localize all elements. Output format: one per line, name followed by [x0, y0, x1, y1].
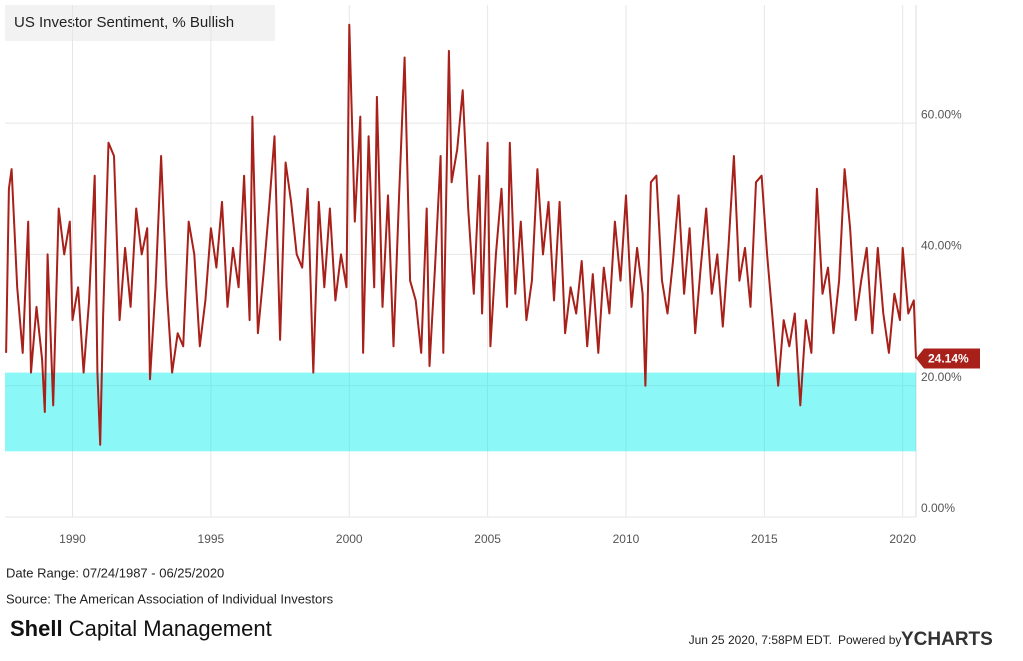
- brand: Shell Capital Management: [10, 616, 272, 641]
- x-tick-label: 2010: [613, 532, 640, 546]
- x-tick-label: 2015: [751, 532, 778, 546]
- chart-title: US Investor Sentiment, % Bullish: [14, 14, 234, 31]
- y-tick-label: 0.00%: [921, 501, 955, 515]
- provider-logo[interactable]: YCHARTS: [901, 629, 993, 650]
- brand-rest: Capital Management: [69, 616, 272, 641]
- plot: 1990 1995 2000 2005 2010 2015 2020 0.00% 20.00% 4…: [5, 5, 980, 546]
- y-tick-label: 20.00%: [921, 370, 962, 384]
- x-tick-label: 1990: [59, 532, 86, 546]
- x-tick-label: 2000: [336, 532, 363, 546]
- y-tick-label: 40.00%: [921, 239, 962, 253]
- x-tick-label: 2005: [474, 532, 501, 546]
- timestamp: Jun 25 2020, 7:58PM EDT.: [689, 633, 832, 647]
- powered-by: Powered by: [838, 633, 901, 647]
- date-range: Date Range: 07/24/1987 - 06/25/2020: [6, 565, 224, 580]
- line-series: [5, 23, 917, 446]
- y-tick-label: 60.00%: [921, 107, 962, 121]
- end-label-box: [916, 348, 980, 369]
- brand-bold: Shell: [10, 616, 63, 641]
- x-tick-label: 1995: [198, 532, 225, 546]
- end-label: 24.14%: [928, 352, 969, 366]
- title-box: [5, 5, 275, 41]
- source: Source: The American Association of Indi…: [6, 591, 334, 606]
- x-tick-label: 2020: [889, 532, 916, 546]
- highlight-band: [5, 372, 916, 452]
